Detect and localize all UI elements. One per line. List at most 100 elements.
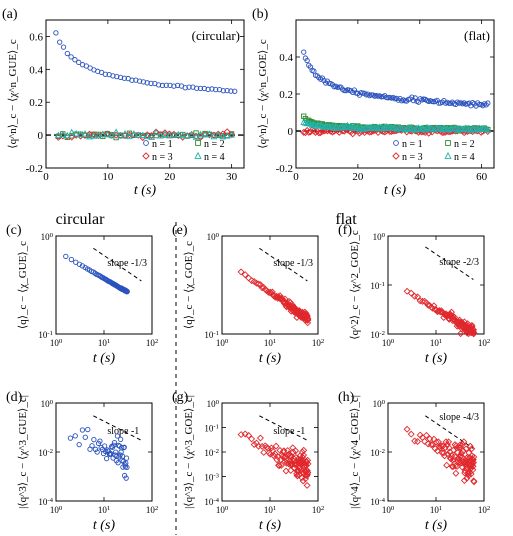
panel-b-legend-marker	[444, 151, 452, 159]
panel-h-point	[421, 437, 429, 445]
panel-b-point	[386, 124, 394, 131]
panel-a-point	[161, 130, 169, 137]
panel-a-point	[130, 130, 138, 137]
panel-a-point	[157, 132, 164, 139]
panel-a-point	[102, 71, 109, 77]
panel-c-frame	[55, 235, 153, 335]
panel-b-point	[434, 97, 440, 104]
panel-a-legend-marker	[194, 151, 202, 159]
panel-a-point	[63, 131, 71, 139]
panel-c-point	[124, 288, 130, 295]
panel-d-point	[82, 434, 88, 440]
panel-e-point	[258, 284, 266, 292]
panel-a-point	[228, 131, 236, 138]
panel-e-point	[302, 309, 310, 317]
panel-g-ytick-label: 100	[207, 399, 220, 410]
panel-h-point	[452, 442, 460, 450]
panel-a-point	[152, 128, 160, 136]
panel-e-point	[304, 316, 312, 324]
panel-a-point	[159, 82, 166, 89]
panel-b-xlabel: t (s)	[384, 183, 407, 198]
panel-g-xlabel: t (s)	[259, 518, 282, 533]
panel-d-point	[89, 443, 95, 449]
panel-d-point	[67, 435, 74, 441]
panel-b-ytick-label: 0	[288, 126, 294, 138]
panel-d-frame	[55, 402, 153, 502]
panel-h-point	[451, 462, 459, 470]
panel-a-xtick-label: 20	[164, 171, 176, 183]
panel-e-point	[304, 315, 312, 323]
panel-f-xtick-label: 101	[430, 338, 442, 349]
panel-d-point	[124, 464, 130, 471]
panel-b-point	[410, 97, 417, 104]
panel-a-tag: (circular)	[192, 28, 240, 43]
panel-h-point	[441, 452, 449, 460]
panel-b-point	[315, 129, 323, 137]
panel-a-point	[163, 82, 169, 88]
panel-b-point	[330, 124, 338, 131]
panel-a-point	[85, 130, 93, 138]
panel-d-point	[119, 453, 126, 459]
panel-h-point	[445, 444, 453, 452]
panel-h-point	[459, 440, 467, 448]
panel-b-point	[352, 124, 360, 131]
panel-b-ytick-label: -0.2	[276, 163, 293, 175]
panel-g-point	[250, 441, 258, 449]
panel-b-point	[481, 124, 488, 132]
panel-g-point	[245, 431, 253, 439]
panel-a-legend-marker	[195, 140, 201, 146]
panel-g-point	[300, 446, 308, 454]
panel-h-xtick-label: 102	[478, 505, 490, 516]
panel-g-point	[241, 430, 249, 438]
panel-a-point	[161, 129, 169, 137]
panel-d-point	[114, 433, 121, 439]
panel-a-point	[76, 59, 82, 65]
panel-f-point	[430, 302, 438, 310]
panel-d-point	[103, 455, 110, 462]
panel-h-label: (h)	[338, 390, 355, 405]
panel-f-slope-label: slope -2/3	[439, 257, 479, 268]
panel-a-point	[59, 130, 67, 138]
panel-b-point	[342, 122, 350, 130]
panel-e-ytick-label: 10-1	[204, 330, 219, 341]
panel-g-point	[267, 444, 275, 452]
panel-d-point	[115, 460, 121, 466]
panel-f-point	[414, 293, 422, 301]
panel-b-point	[327, 123, 335, 131]
panel-b-legend-label: n = 3	[402, 152, 423, 163]
panel-h-point	[470, 453, 478, 461]
panel-g-ytick-label: 10-3	[204, 472, 219, 483]
panel-b-point	[318, 127, 326, 135]
panel-e-xlabel: t (s)	[259, 351, 282, 366]
panel-b-point	[317, 129, 325, 137]
panel-h-point	[437, 442, 445, 450]
panel-b-point	[308, 126, 316, 134]
panel-h-point	[443, 461, 451, 469]
panel-b-point	[318, 122, 326, 129]
panel-a-point	[148, 133, 156, 140]
panel-a-point	[144, 80, 150, 86]
panel-c-xtick-label: 101	[98, 338, 110, 349]
panel-e-point	[252, 279, 260, 287]
panel-h-ytick-label: 100	[373, 399, 386, 410]
panel-a-point	[72, 129, 80, 137]
panel-c-xtick-label: 102	[146, 338, 158, 349]
panel-a-legend-label: n = 2	[204, 139, 225, 150]
panel-d-label: (d)	[6, 390, 23, 405]
panel-a-point	[103, 130, 111, 138]
section-title-flat: flat	[335, 211, 357, 228]
panel-a-point	[143, 132, 151, 139]
panel-g-point	[304, 456, 312, 464]
panel-d-point	[118, 445, 125, 451]
panel-e-xtick-label: 101	[264, 338, 276, 349]
panel-h-point	[455, 454, 463, 462]
panel-g-point	[277, 461, 285, 469]
panel-b-legend-marker	[392, 152, 400, 160]
panel-h-point	[414, 438, 422, 446]
panel-h-point	[427, 441, 435, 449]
panel-b-point	[480, 102, 486, 109]
panel-a-point	[209, 86, 215, 92]
panel-h-ytick-label: 10-4	[370, 497, 385, 508]
panel-a-legend-label: n = 1	[152, 139, 173, 150]
panel-d-point	[121, 444, 127, 450]
